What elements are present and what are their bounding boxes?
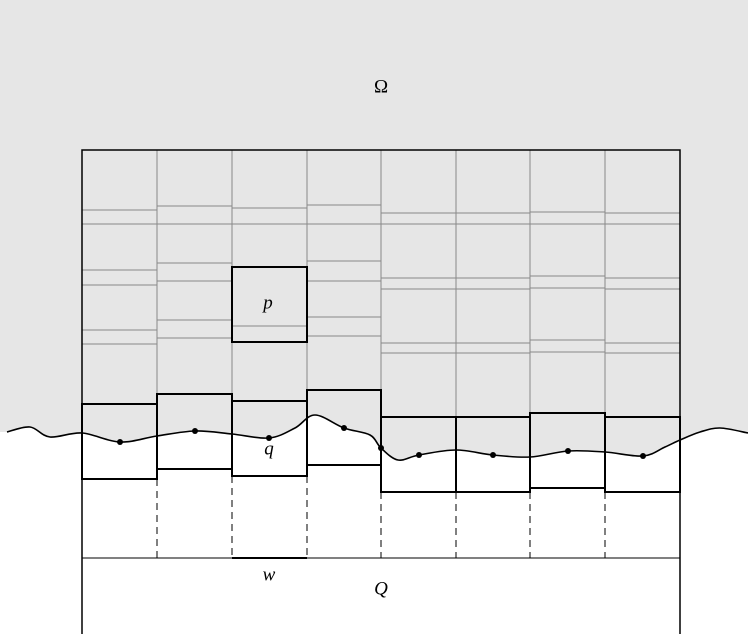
dots bbox=[117, 425, 646, 459]
dashed-lines bbox=[156, 476, 606, 558]
outline bbox=[81, 149, 681, 634]
boxes bbox=[81, 389, 681, 493]
dot bbox=[565, 448, 571, 454]
p-label: p bbox=[261, 292, 273, 313]
outer-rect bbox=[81, 149, 681, 634]
dot bbox=[490, 452, 496, 458]
omega-label: Ω bbox=[374, 76, 388, 97]
dot bbox=[416, 452, 422, 458]
dot bbox=[117, 439, 123, 445]
dot bbox=[640, 453, 646, 459]
column-box bbox=[604, 416, 681, 493]
dot bbox=[266, 435, 272, 441]
dot bbox=[378, 445, 384, 451]
Q-label: Q bbox=[374, 578, 388, 599]
dot bbox=[192, 428, 198, 434]
dot bbox=[341, 425, 347, 431]
omega-region bbox=[0, 0, 748, 461]
p-box bbox=[231, 266, 308, 343]
q-label: q bbox=[264, 438, 274, 459]
w-label: w bbox=[263, 564, 276, 585]
